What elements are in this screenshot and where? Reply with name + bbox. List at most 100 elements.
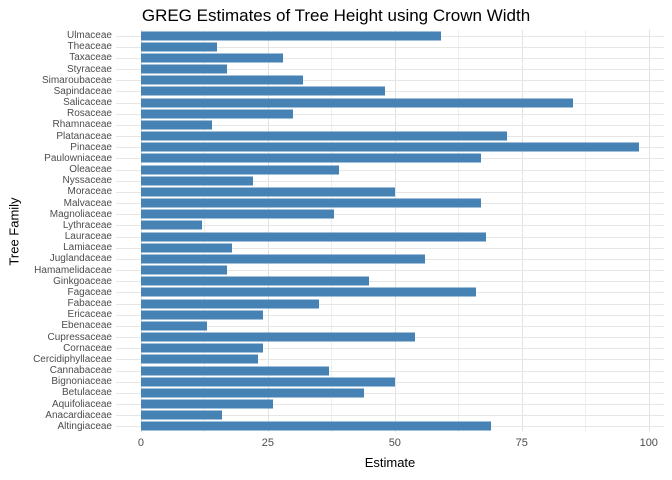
bar-aquifoliaceae: [140, 399, 273, 409]
chart-row: [116, 410, 664, 421]
y-tick-label: Paulowniaceae: [44, 152, 112, 164]
bar-styraceae: [140, 64, 228, 74]
chart-row: [116, 276, 664, 287]
bar-simaroubaceae: [140, 75, 304, 85]
chart-row: [116, 52, 664, 63]
bar-cercidiphyllaceae: [140, 354, 258, 364]
chart-row: [116, 198, 664, 209]
bar-cannabaceae: [140, 366, 329, 376]
y-tick-label: Sapindaceae: [53, 85, 112, 97]
gridline-y: [116, 80, 664, 82]
y-tick-label: Pinaceae: [70, 141, 112, 153]
x-axis-tick-labels: 0 25 50 75 100: [116, 437, 664, 451]
gridline-x-major: [140, 30, 142, 432]
bar-moraceae: [140, 187, 395, 197]
y-tick-label: Lauraceae: [64, 231, 112, 242]
gridline-y: [116, 392, 664, 394]
chart-row: [116, 332, 664, 343]
gridline-x-minor: [204, 30, 206, 432]
chart-row: [116, 253, 664, 264]
chart-row: [116, 231, 664, 242]
chart-row: [116, 220, 664, 231]
y-tick-label: Moraceae: [67, 186, 112, 198]
y-tick-label: Anacardiaceae: [45, 409, 112, 421]
chart-row: [116, 298, 664, 309]
bar-bignoniaceae: [140, 377, 395, 387]
y-tick-label: Theaceae: [67, 41, 112, 53]
chart-row: [116, 108, 664, 119]
gridline-y: [116, 314, 664, 316]
y-tick-label: Cornaceae: [63, 342, 112, 354]
y-tick-label: Lamiaceae: [63, 242, 112, 254]
y-tick-label: Taxaceae: [69, 52, 112, 64]
gridline-x-minor: [331, 30, 333, 432]
bar-sapindaceae: [140, 86, 385, 96]
gridline-x-major: [521, 30, 523, 432]
plot-panel: [116, 30, 664, 432]
bar-rosaceae: [140, 109, 294, 119]
y-tick-label: Ebenaceae: [61, 320, 112, 332]
bar-lythraceae: [140, 220, 202, 230]
bar-rhamnaceae: [140, 120, 212, 130]
chart-row: [116, 354, 664, 365]
x-tick-label: 0: [137, 437, 144, 449]
x-tick-label: 100: [639, 437, 658, 449]
chart-row: [116, 86, 664, 97]
y-tick-label: Platanaceae: [56, 130, 112, 142]
gridline-y: [116, 46, 664, 48]
y-tick-label: Salicaceae: [63, 97, 112, 108]
bar-betulaceae: [140, 388, 365, 398]
bar-ebenaceae: [140, 321, 207, 331]
chart-row: [116, 387, 664, 398]
bar-ericaceae: [140, 310, 263, 320]
gridline-y: [116, 247, 664, 249]
y-tick-label: Rhamnaceae: [52, 119, 112, 131]
bar-anacardiaceae: [140, 410, 223, 420]
gridline-x-minor: [585, 30, 587, 432]
gridline-y: [116, 348, 664, 350]
gridline-x-major: [267, 30, 269, 432]
gridline-y: [116, 180, 664, 182]
y-tick-label: Aquifoliaceae: [51, 398, 112, 410]
bar-cornaceae: [140, 343, 263, 353]
chart-row: [116, 376, 664, 387]
chart-row: [116, 64, 664, 75]
y-tick-label: Malvaceae: [63, 197, 112, 209]
y-tick-label: Fabaceae: [67, 298, 112, 309]
bar-platanaceae: [140, 131, 507, 141]
chart-row: [116, 242, 664, 253]
chart-row: [116, 265, 664, 276]
gridline-x-major: [394, 30, 396, 432]
chart-row: [116, 97, 664, 108]
y-tick-label: Oleaceae: [69, 164, 112, 175]
bar-hamamelidaceae: [140, 265, 228, 275]
y-tick-label: Ericaceae: [67, 309, 112, 321]
gridline-y: [116, 113, 664, 115]
x-tick-label: 25: [261, 437, 274, 449]
bar-fabaceae: [140, 299, 319, 309]
chart-row: [116, 164, 664, 175]
y-tick-label: Cupressaceae: [47, 331, 112, 343]
bar-fagaceae: [140, 287, 477, 297]
x-tick-label: 50: [388, 437, 401, 449]
chart-row: [116, 142, 664, 153]
bar-magnoliaceae: [140, 209, 334, 219]
bar-paulowniaceae: [140, 153, 482, 163]
y-tick-label: Styraceae: [66, 63, 112, 75]
gridline-y: [116, 325, 664, 327]
y-tick-label: Lythraceae: [62, 219, 112, 231]
chart-row: [116, 309, 664, 320]
bar-cupressaceae: [140, 332, 416, 342]
gridline-x-major: [648, 30, 650, 432]
bar-altingiaceae: [140, 421, 492, 431]
chart-row: [116, 153, 664, 164]
chart-row: [116, 186, 664, 197]
y-tick-label: Betulaceae: [61, 387, 112, 399]
chart-row: [116, 399, 664, 410]
gridline-y: [116, 225, 664, 227]
chart-row: [116, 320, 664, 331]
gridline-y: [116, 214, 664, 216]
y-tick-label: Cercidiphyllaceae: [33, 353, 112, 365]
y-tick-label: Magnoliaceae: [49, 208, 112, 220]
y-tick-label: Hamamelidaceae: [34, 264, 112, 276]
